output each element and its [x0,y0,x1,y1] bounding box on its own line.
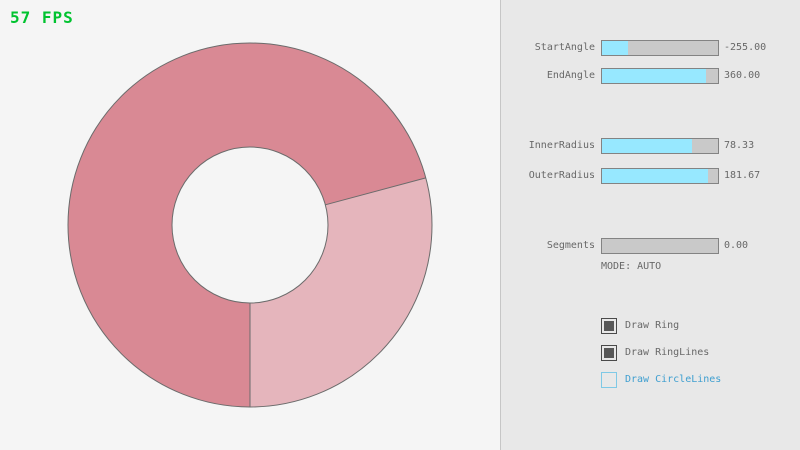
innerradius-label: InnerRadius [528,140,595,151]
draw-ring-label: Draw Ring [625,320,680,331]
innerradius-slider-row: InnerRadius 78.33 [501,138,800,154]
segments-slider[interactable] [601,238,719,254]
startangle-label: StartAngle [534,42,595,53]
startangle-value: -255.00 [724,42,767,53]
outerradius-slider[interactable] [601,168,719,184]
draw-circlelines-label: Draw CircleLines [625,374,722,385]
endangle-label: EndAngle [546,70,595,81]
endangle-slider-fill [602,69,707,83]
draw-ringlines-label: Draw RingLines [625,347,710,358]
donut-ring [67,42,433,408]
segments-mode-text: MODE: AUTO [601,261,662,272]
endangle-slider[interactable] [601,68,719,84]
startangle-slider[interactable] [601,40,719,56]
startangle-slider-row: StartAngle -255.00 [501,40,800,56]
outerradius-value: 181.67 [724,170,761,181]
startangle-slider-fill [602,41,628,55]
ring-hole [172,147,328,303]
draw-circlelines-checkbox[interactable] [601,372,617,388]
segments-label: Segments [546,240,595,251]
outerradius-slider-row: OuterRadius 181.67 [501,168,800,184]
innerradius-slider[interactable] [601,138,719,154]
draw-ringlines-checkbox[interactable] [601,345,617,361]
innerradius-slider-fill [602,139,693,153]
segments-value: 0.00 [724,240,749,251]
fps-counter: 57 FPS [10,8,74,27]
draw-ring-checkbox[interactable] [601,318,617,334]
segments-slider-row: Segments 0.00 [501,238,800,254]
controls-panel: StartAngle -255.00 EndAngle 360.00 Inner… [500,0,800,450]
ring-end-line-right [325,177,426,206]
endangle-value: 360.00 [724,70,761,81]
outerradius-slider-fill [602,169,708,183]
outerradius-label: OuterRadius [528,170,595,181]
endangle-slider-row: EndAngle 360.00 [501,68,800,84]
innerradius-value: 78.33 [724,140,755,151]
